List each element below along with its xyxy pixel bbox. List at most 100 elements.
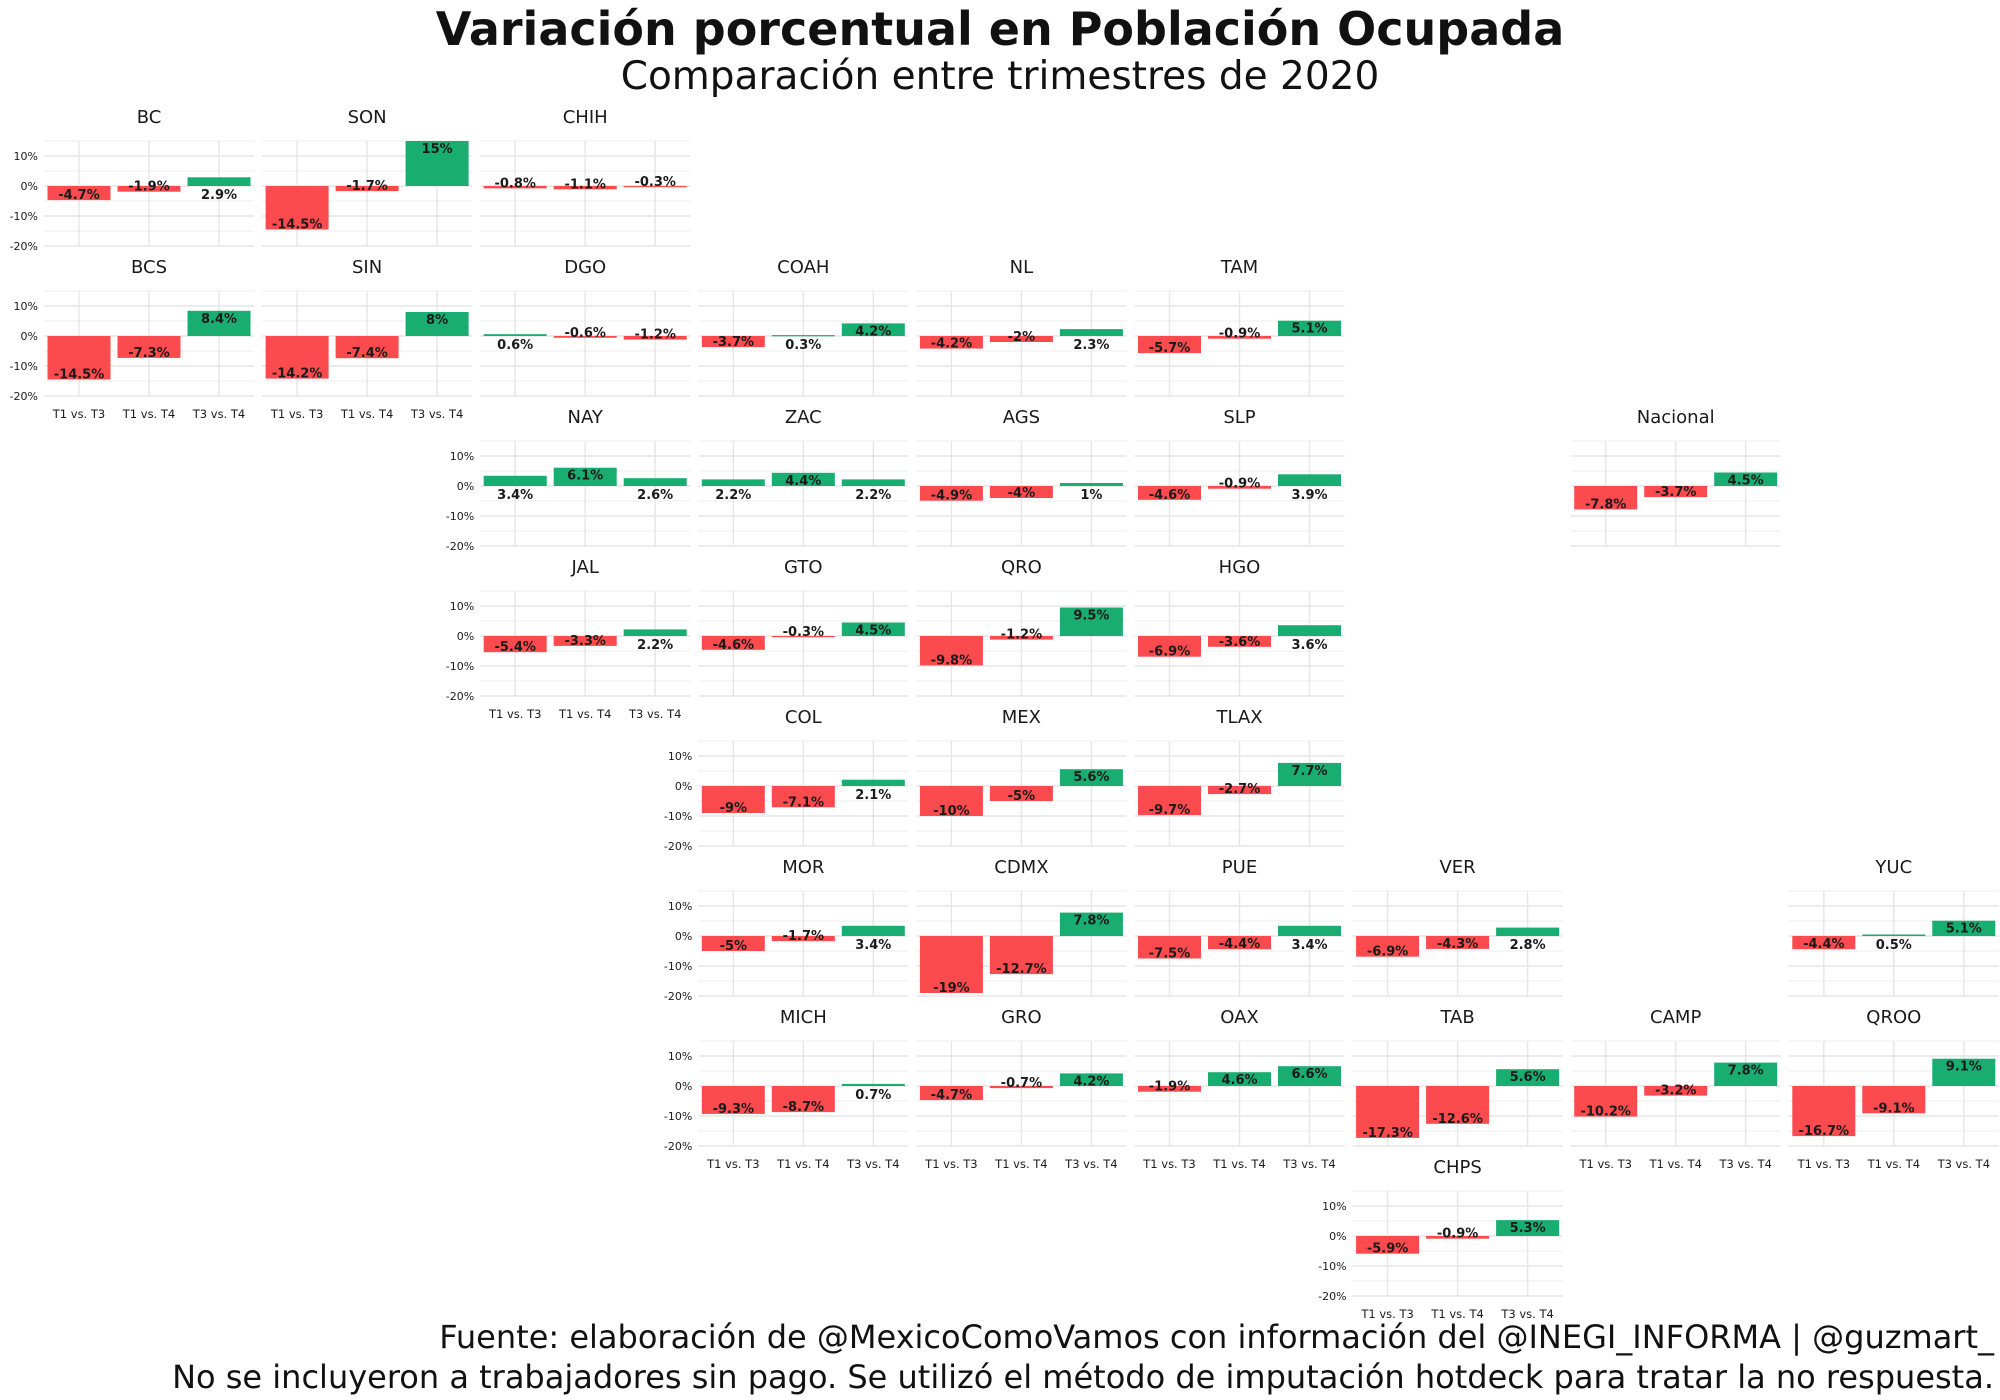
data-label: -0.9% [1219, 477, 1260, 492]
y-tick-label: -10% [446, 660, 474, 673]
data-label: -3.3% [564, 634, 605, 649]
bar-chih-3 [623, 186, 687, 188]
y-tick-label: 10% [14, 300, 38, 313]
bar-tlax-3 [1278, 762, 1341, 786]
data-label: 2.6% [637, 488, 673, 503]
bar-nay-2 [553, 467, 617, 486]
bar-nl-3 [1059, 329, 1123, 336]
data-label: -10% [933, 804, 970, 819]
bar-tab-1 [1356, 1086, 1420, 1138]
bar-nay-3 [623, 478, 687, 486]
y-tick-label: 0% [675, 780, 692, 793]
data-label: 0.7% [855, 1088, 891, 1103]
data-label: 15% [422, 142, 453, 157]
bar-chih-2 [553, 186, 617, 190]
data-label: -1.1% [564, 177, 605, 192]
bar-col-2 [771, 786, 835, 808]
data-label: -9.8% [931, 653, 972, 668]
bar-zac-3 [841, 479, 905, 486]
panel-title-pue: PUE [1222, 857, 1257, 878]
bar-tab-2 [1426, 1086, 1490, 1124]
data-label: -1.9% [1149, 1080, 1190, 1095]
data-label: -19% [933, 981, 970, 996]
bar-bcs-3 [187, 310, 251, 336]
bar-sin-2 [335, 336, 399, 359]
bar-mex-2 [989, 786, 1053, 801]
bar-cdmx-3 [1059, 912, 1123, 936]
bar-tab-3 [1496, 1069, 1560, 1086]
panel-title-coah: COAH [777, 257, 829, 278]
bar-bc-2 [117, 186, 181, 192]
bar-mor-1 [701, 936, 765, 951]
bar-slp-1 [1138, 486, 1201, 500]
bar-bcs-1 [47, 336, 111, 380]
data-label: -0.3% [634, 175, 675, 190]
bar-hgo-3 [1278, 625, 1341, 636]
data-label: -1.2% [634, 328, 675, 343]
y-tick-label: 0% [21, 330, 38, 343]
bar-gro-3 [1059, 1073, 1123, 1086]
panel-title-tlax: TLAX [1215, 707, 1262, 728]
y-tick-label: 0% [457, 480, 474, 493]
data-label: -8.7% [783, 1100, 824, 1115]
panel-title-nl: NL [1010, 257, 1034, 278]
bar-cdmx-1 [919, 936, 983, 993]
y-tick-label: 0% [457, 630, 474, 643]
panel-title-gro: GRO [1001, 1007, 1042, 1028]
bar-nacional-2 [1644, 486, 1708, 498]
bar-tam-3 [1278, 320, 1341, 336]
bar-qro-2 [989, 636, 1053, 640]
data-label: -12.6% [1432, 1112, 1483, 1127]
panel-title-yuc: YUC [1874, 857, 1912, 878]
data-label: 8% [426, 313, 448, 328]
bar-gto-3 [841, 622, 905, 636]
y-tick-label: -10% [664, 960, 692, 973]
data-label: 3.4% [855, 938, 891, 953]
bar-chps-1 [1356, 1236, 1420, 1254]
panel-title-bc: BC [137, 107, 162, 128]
panel-title-gto: GTO [784, 557, 822, 578]
data-label: -5% [1008, 789, 1035, 804]
bar-hgo-2 [1208, 636, 1271, 647]
bar-hgo-1 [1138, 636, 1201, 657]
data-label: 4.4% [785, 474, 821, 489]
bar-ver-3 [1496, 927, 1560, 936]
x-tick-label: T1 vs. T3 [1360, 1307, 1413, 1321]
data-label: -3.7% [1655, 485, 1696, 500]
y-tick-label: -10% [10, 360, 38, 373]
bar-oax-3 [1278, 1066, 1341, 1086]
data-label: -4.7% [931, 1088, 972, 1103]
bar-qro-1 [919, 636, 983, 666]
data-label: 4.5% [855, 624, 891, 639]
data-label: -7.3% [128, 346, 169, 361]
data-label: -9.3% [713, 1102, 754, 1117]
x-tick-label: T3 vs. T4 [846, 1157, 899, 1171]
x-tick-label: T3 vs. T4 [1718, 1157, 1771, 1171]
data-label: 2.2% [637, 638, 673, 653]
bar-ver-1 [1356, 936, 1420, 957]
data-label: -1.2% [1001, 628, 1042, 643]
bar-zac-1 [701, 479, 765, 486]
y-tick-label: 10% [668, 750, 692, 763]
data-label: -7.4% [346, 346, 387, 361]
x-tick-label: T1 vs. T4 [994, 1157, 1047, 1171]
bar-qro-3 [1059, 607, 1123, 636]
panel-title-hgo: HGO [1219, 557, 1261, 578]
bar-sin-1 [265, 336, 329, 379]
y-tick-label: 0% [21, 180, 38, 193]
data-label: 7.8% [1073, 914, 1109, 929]
bar-mich-3 [841, 1083, 905, 1086]
data-label: -2% [1008, 330, 1035, 345]
y-tick-label: 10% [668, 900, 692, 913]
data-label: -14.5% [54, 368, 105, 383]
bar-slp-3 [1278, 474, 1341, 486]
y-tick-label: -20% [10, 240, 38, 253]
data-label: -0.9% [1219, 327, 1260, 342]
panel-title-cdmx: CDMX [994, 857, 1048, 878]
data-label: -7.5% [1149, 947, 1190, 962]
data-label: -5% [720, 939, 747, 954]
bar-camp-1 [1574, 1086, 1638, 1117]
bar-dgo-1 [483, 334, 547, 336]
bar-pue-2 [1208, 936, 1271, 950]
bar-coah-2 [771, 335, 835, 337]
